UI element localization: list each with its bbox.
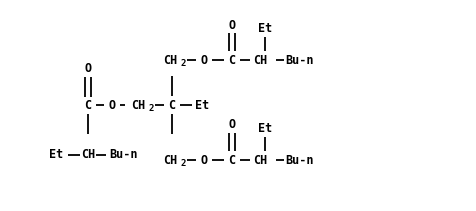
Text: C: C <box>228 153 235 166</box>
Text: C: C <box>84 99 91 111</box>
Text: O: O <box>200 54 207 66</box>
Text: O: O <box>228 119 235 131</box>
Text: CH: CH <box>162 153 177 166</box>
Text: Et: Et <box>258 22 271 35</box>
Text: O: O <box>84 61 91 74</box>
Text: Bu-n: Bu-n <box>285 153 314 166</box>
Text: CH: CH <box>252 54 267 66</box>
Text: Et: Et <box>195 99 208 111</box>
Text: C: C <box>228 54 235 66</box>
Text: CH: CH <box>162 54 177 66</box>
Text: O: O <box>228 19 235 31</box>
Text: 2: 2 <box>148 104 153 112</box>
Text: Bu-n: Bu-n <box>109 149 138 161</box>
Text: 2: 2 <box>180 58 185 68</box>
Text: CH: CH <box>81 149 95 161</box>
Text: O: O <box>200 153 207 166</box>
Text: Bu-n: Bu-n <box>285 54 314 66</box>
Text: Et: Et <box>258 122 271 134</box>
Text: CH: CH <box>130 99 145 111</box>
Text: 2: 2 <box>180 158 185 168</box>
Text: CH: CH <box>252 153 267 166</box>
Text: C: C <box>168 99 175 111</box>
Text: Et: Et <box>49 149 63 161</box>
Text: O: O <box>108 99 115 111</box>
